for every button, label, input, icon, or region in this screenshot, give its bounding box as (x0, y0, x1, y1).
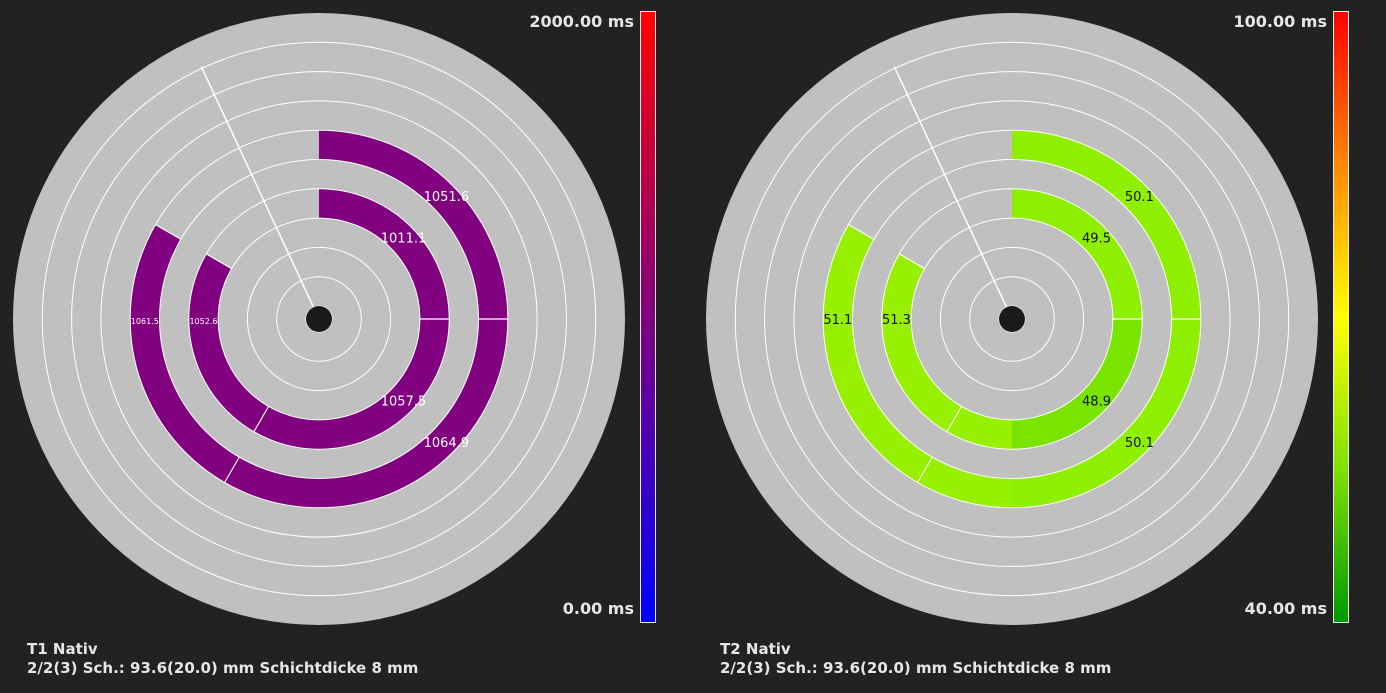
t1-subtitle: 2/2(3) Sch.: 93.6(20.0) mm Schichtdicke … (27, 659, 419, 677)
t1-segment-divider (155, 224, 182, 240)
t1-colorbar (640, 11, 656, 623)
t2-title: T2 Nativ (720, 640, 791, 658)
t1-ring-border (100, 100, 538, 538)
t2-segment-4-upper-right (1012, 130, 1201, 319)
t1-segment-6-upper-right (319, 188, 450, 319)
t2-ring-border (822, 129, 1202, 509)
t2-segment-6-lower-right (1012, 319, 1143, 450)
t1-segment-4-upper-right (319, 130, 508, 319)
t2-value-label: 49.5 (1082, 231, 1111, 246)
t1-value-label: 1051.6 (424, 190, 470, 205)
t2-value-label: 51.3 (882, 313, 911, 328)
t1-value-label: 1064.9 (424, 436, 470, 451)
t1-caption: T1 Nativ 2/2(3) Sch.: 93.6(20.0) mm Schi… (27, 640, 418, 678)
t2-center-dot (999, 306, 1025, 332)
t1-center-dot (306, 306, 332, 332)
t2-segment-divider (946, 406, 963, 433)
t1-ring-border (246, 246, 392, 392)
t1-colorbar-max-label: 2000.00 ms (529, 12, 634, 31)
t1-segment-4-lower-right (319, 319, 508, 508)
t2-colorbar (1333, 11, 1349, 623)
t2-ring-border (793, 100, 1231, 538)
t2-value-label: 50.1 (1125, 190, 1154, 205)
left-panel: 1011.1 1052.6 1057.5 1051.6 1061.5 1064.9 200… (13, 11, 656, 678)
t1-segment-4-left (130, 224, 319, 508)
t2-ring-border (939, 246, 1085, 392)
t1-segment-6-left (188, 253, 319, 450)
t1-colorbar-min-label: 0.00 ms (562, 599, 634, 618)
t1-segment-6-lower-right (319, 319, 450, 450)
t2-colorbar-min-label: 40.00 ms (1244, 599, 1327, 618)
t2-value-label: 48.9 (1082, 395, 1111, 410)
t2-colorbar-max-label: 100.00 ms (1233, 12, 1327, 31)
t2-value-label: 50.1 (1125, 436, 1154, 451)
t1-segment-divider (224, 456, 240, 483)
t2-ring-border (734, 41, 1290, 597)
t1-value-label: 1052.6 (189, 317, 217, 326)
t2-segment-divider (848, 224, 875, 240)
t2-reference-spoke (893, 66, 1013, 320)
t1-polar-map: 1011.1 1052.6 1057.5 1051.6 1061.5 1064.9 (13, 13, 625, 625)
t1-ring-border (276, 276, 362, 362)
t2-polar-map: 49.5 51.3 48.9 50.1 51.1 50.1 (706, 13, 1318, 625)
t2-segment-4-lower-right (1012, 319, 1201, 508)
t1-ring-border (71, 71, 567, 567)
right-panel: 49.5 51.3 48.9 50.1 51.1 50.1 100.00 ms 40.00… (693, 0, 1386, 693)
t1-segment-divider (205, 253, 232, 270)
t2-segment-6-upper-right (1012, 188, 1143, 319)
t2-caption: T2 Nativ 2/2(3) Sch.: 93.6(20.0) mm Schi… (720, 640, 1111, 678)
t2-value-label: 51.1 (823, 313, 852, 328)
t2-ring-border (764, 71, 1260, 567)
t2-segment-divider (898, 253, 925, 270)
t1-value-label: 1011.1 (381, 231, 427, 246)
t1-value-label: 1061.5 (131, 317, 159, 326)
t2-segment-4-left (823, 224, 1012, 508)
t1-title: T1 Nativ (27, 640, 98, 658)
t1-ring-border (41, 41, 597, 597)
t2-segment-divider (917, 456, 933, 483)
t1-segment-divider (253, 406, 270, 433)
t1-value-label: 1057.5 (381, 395, 427, 410)
t1-reference-spoke (200, 66, 320, 320)
t2-ring-border (969, 276, 1055, 362)
t2-subtitle: 2/2(3) Sch.: 93.6(20.0) mm Schichtdicke … (720, 659, 1112, 677)
t2-segment-6-left (881, 253, 1012, 450)
